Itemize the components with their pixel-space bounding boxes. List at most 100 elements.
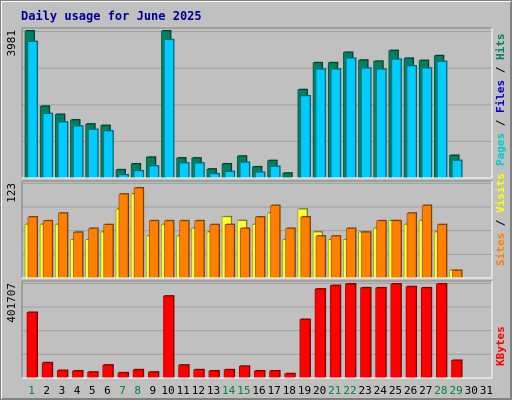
x-tick-label-day-20: 20: [313, 384, 326, 397]
x-tick-label-day-30: 30: [465, 384, 478, 397]
x-tick-label-day-28: 28: [434, 384, 447, 397]
bar-files-day-16: [255, 172, 265, 179]
bar-sites-day-9: [148, 220, 159, 279]
bar-kbytes-day-15: [238, 365, 250, 379]
x-tick-label-day-19: 19: [298, 384, 311, 397]
x-tick-label-day-8: 8: [134, 384, 141, 397]
x-tick-label-day-1: 1: [28, 384, 35, 397]
bar-kbytes-day-22: [345, 283, 356, 379]
bar-files-day-17: [270, 166, 280, 179]
bar-sites-day-25: [391, 220, 402, 279]
bar-files-day-9: [148, 165, 159, 179]
bar-files-day-12: [194, 162, 205, 179]
bar-sites-day-8: [133, 187, 144, 279]
x-tick-label-day-4: 4: [74, 384, 81, 397]
bar-files-day-22: [346, 57, 356, 179]
bar-kbytes-day-6: [102, 364, 114, 379]
bar-kbytes-day-25: [390, 283, 402, 379]
x-tick-label-day-9: 9: [150, 384, 157, 397]
x-tick-label-day-7: 7: [119, 384, 126, 397]
x-tick-label-day-14: 14: [222, 384, 236, 397]
bar-sites-day-14: [224, 224, 235, 279]
bar-sites-day-7: [118, 193, 129, 279]
chart-title: Daily usage for June 2025: [21, 9, 202, 23]
bar-sites-day-16: [255, 216, 265, 279]
bar-kbytes-day-4: [72, 370, 83, 379]
x-tick-label-day-22: 22: [343, 384, 356, 397]
bar-files-day-1: [27, 41, 38, 179]
bar-files-day-10: [164, 39, 174, 179]
x-tick-label-day-18: 18: [283, 384, 296, 397]
bar-sites-day-4: [73, 232, 83, 279]
bar-files-day-23: [361, 67, 371, 179]
bar-files-day-11: [179, 162, 189, 179]
x-tick-label-day-16: 16: [252, 384, 265, 397]
bar-sites-day-6: [103, 224, 114, 279]
bar-files-day-19: [300, 95, 311, 179]
bar-files-day-15: [239, 162, 250, 179]
bar-kbytes-day-2: [41, 362, 53, 379]
bar-sites-day-12: [194, 220, 205, 279]
bar-kbytes-day-3: [57, 370, 68, 379]
bar-kbytes-day-8: [132, 369, 144, 379]
bar-sites-day-20: [315, 235, 326, 279]
legend-entry-sites: Sites: [494, 233, 507, 266]
bar-files-day-14: [224, 171, 235, 179]
x-tick-label-day-23: 23: [359, 384, 372, 397]
bar-sites-day-1: [27, 216, 38, 279]
bar-kbytes-day-7: [117, 372, 129, 379]
x-tick-label-day-13: 13: [207, 384, 220, 397]
bar-kbytes-day-12: [193, 369, 205, 379]
bar-kbytes-day-21: [329, 285, 341, 379]
bar-sites-day-22: [346, 228, 356, 279]
bar-kbytes-day-1: [26, 312, 38, 379]
bar-kbytes-day-17: [269, 370, 280, 379]
bar-files-day-28: [437, 61, 447, 179]
bar-kbytes-day-26: [405, 286, 417, 379]
x-tick-label-day-12: 12: [192, 384, 205, 397]
bar-files-day-3: [58, 121, 68, 179]
legend-visits-sites: Sites / Visits: [494, 173, 507, 266]
x-tick-label-day-21: 21: [328, 384, 341, 397]
bar-files-day-13: [209, 173, 220, 179]
bar-kbytes-day-27: [420, 287, 432, 379]
x-tick-label-day-25: 25: [389, 384, 402, 397]
x-tick-label-day-31: 31: [480, 384, 493, 397]
legend-entry-pages: Pages: [494, 133, 507, 166]
legend-kbytes: KBytes: [494, 326, 507, 366]
bar-kbytes-day-5: [87, 371, 98, 379]
bar-kbytes-day-18: [284, 373, 296, 379]
bar-kbytes-day-10: [163, 295, 174, 379]
bar-files-day-29: [452, 160, 462, 179]
x-tick-label-day-10: 10: [161, 384, 174, 397]
legend-separator: /: [494, 213, 507, 233]
bar-sites-day-5: [88, 228, 98, 279]
bar-kbytes-day-19: [299, 319, 311, 379]
bar-kbytes-day-24: [375, 287, 387, 379]
x-tick-label-day-26: 26: [404, 384, 417, 397]
bar-sites-day-21: [330, 235, 341, 279]
bar-files-day-21: [330, 69, 341, 179]
bar-kbytes-day-29: [451, 360, 462, 379]
bar-sites-day-11: [179, 220, 189, 279]
legend-entry-hits: Hits: [494, 34, 507, 61]
bar-sites-day-27: [421, 205, 432, 279]
bar-sites-day-3: [58, 212, 68, 279]
bar-sites-day-15: [239, 228, 250, 279]
bar-sites-day-13: [209, 224, 220, 279]
x-tick-label-day-3: 3: [59, 384, 66, 397]
bar-sites-day-26: [406, 212, 417, 279]
y-max-label-hits-files-pages: 3981: [5, 30, 18, 57]
legend-hits-files-pages: Pages / Files / Hits: [494, 34, 507, 167]
x-tick-label-day-2: 2: [43, 384, 50, 397]
bar-kbytes-day-20: [314, 288, 326, 379]
bar-sites-day-17: [270, 205, 280, 279]
y-max-label-kbytes: 401707: [5, 283, 18, 323]
bar-kbytes-day-9: [147, 371, 159, 379]
bar-kbytes-day-23: [360, 287, 371, 379]
bar-files-day-24: [376, 69, 387, 179]
x-tick-label-day-6: 6: [104, 384, 111, 397]
x-tick-label-day-29: 29: [449, 384, 462, 397]
